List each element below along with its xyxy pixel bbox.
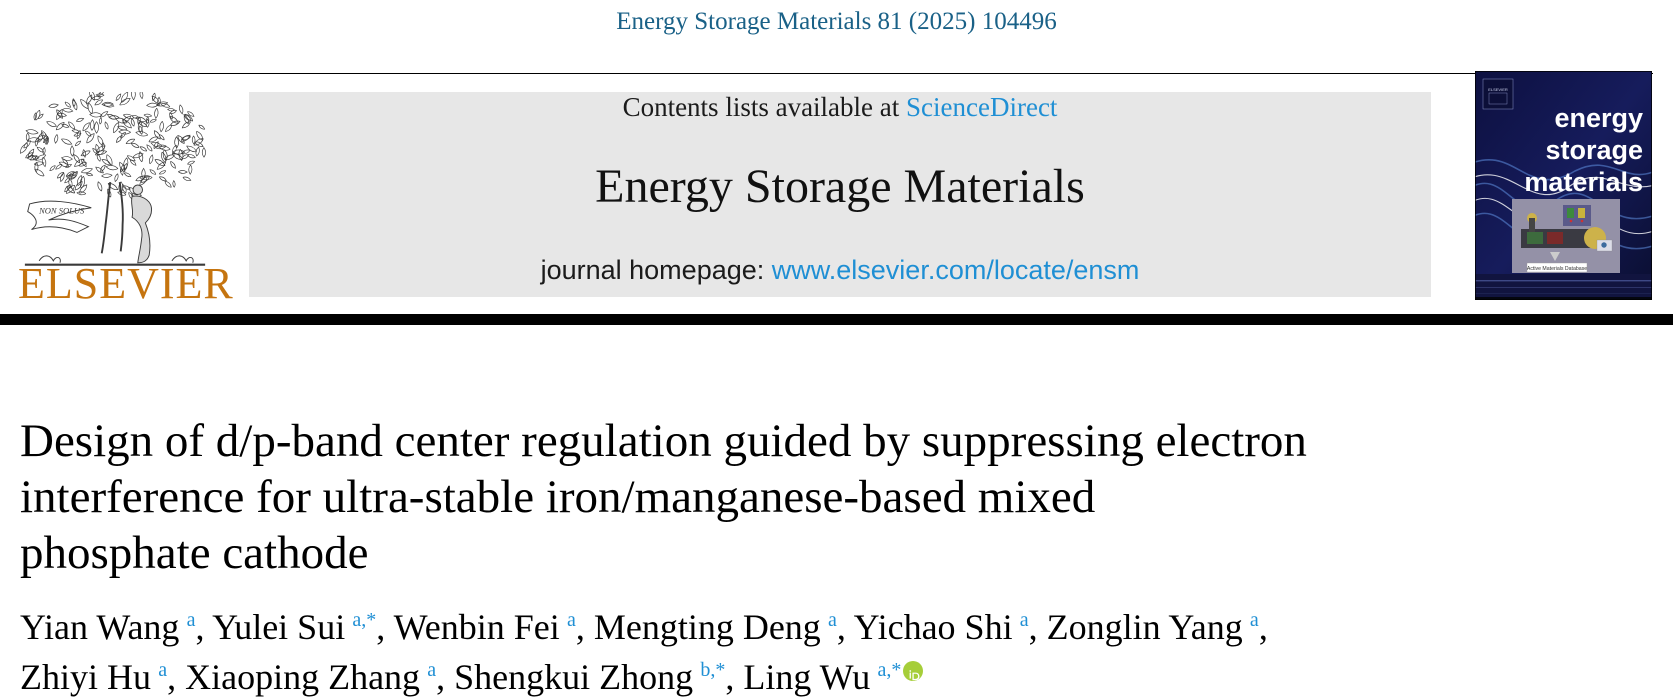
svg-text:ELSEVIER: ELSEVIER xyxy=(1488,87,1508,92)
svg-text:energy: energy xyxy=(1554,103,1643,133)
svg-text:Active Materials Database: Active Materials Database xyxy=(1527,266,1587,272)
svg-text:storage: storage xyxy=(1545,135,1643,165)
svg-text:NON SOLUS: NON SOLUS xyxy=(38,205,85,215)
svg-text:materials: materials xyxy=(1524,167,1643,197)
